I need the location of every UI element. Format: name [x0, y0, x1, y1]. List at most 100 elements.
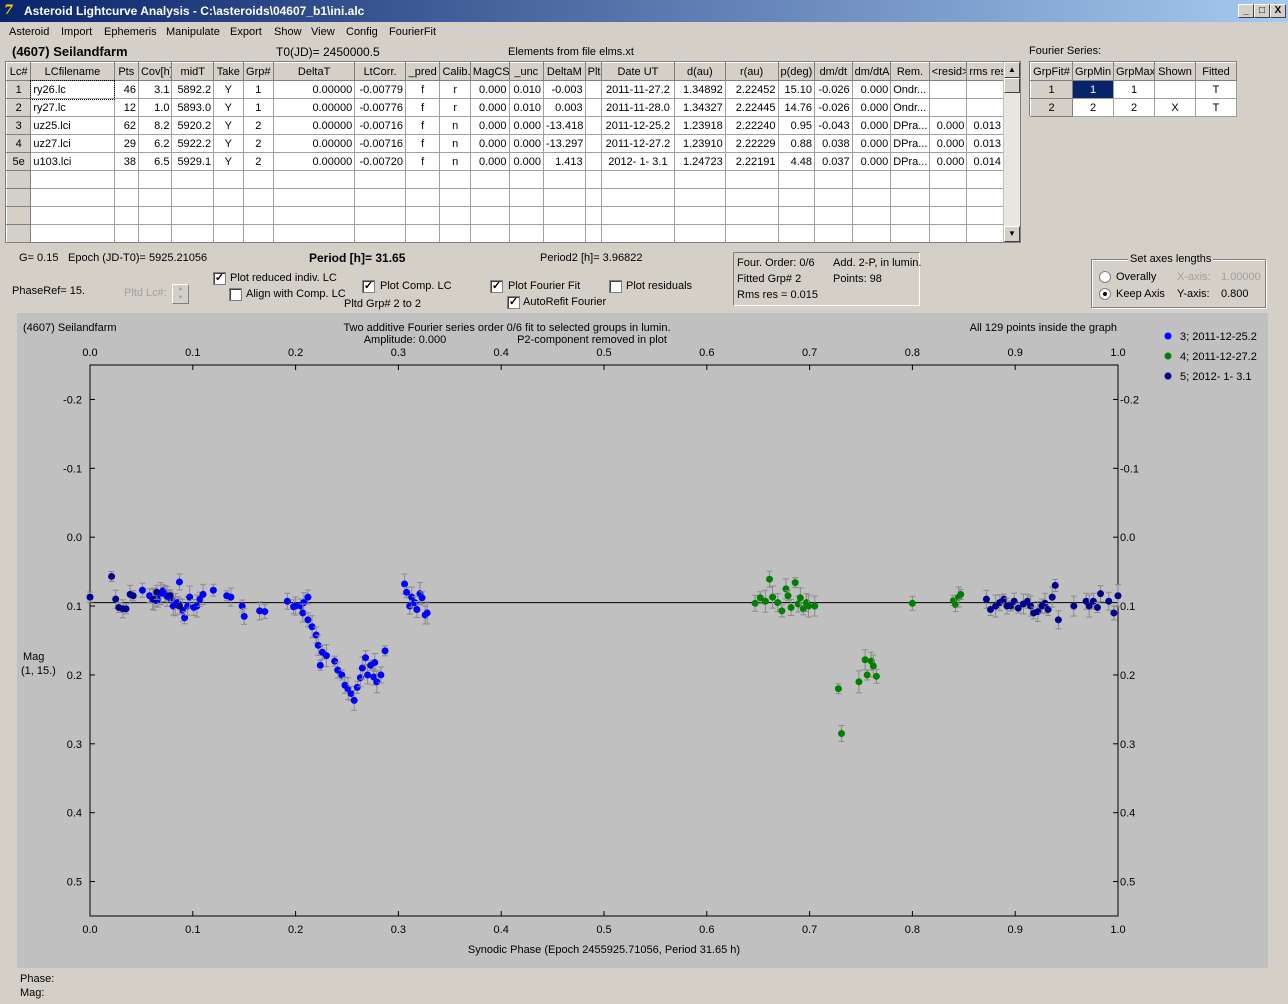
column-header[interactable]: <resid> — [928, 62, 968, 81]
table-cell[interactable]: T — [1195, 80, 1237, 99]
scroll-thumb[interactable] — [1004, 78, 1020, 93]
scroll-up-icon[interactable]: ▲ — [1004, 62, 1020, 78]
table-cell[interactable]: 5920.2 — [171, 116, 215, 135]
table-cell[interactable]: Y — [213, 98, 244, 117]
menu-export[interactable]: Export — [230, 26, 262, 38]
column-header[interactable]: LCfilename — [30, 62, 115, 81]
table-cell[interactable]: 0.038 — [814, 134, 853, 153]
table-cell[interactable] — [928, 188, 968, 207]
table-cell[interactable]: 1.413 — [543, 152, 586, 171]
column-header[interactable]: Lc# — [6, 62, 32, 81]
table-cell[interactable]: uz27.lci — [30, 134, 115, 153]
lightcurve-chart[interactable]: 0.0 0.0 0.1 0.1 0.2 0.2 0.3 0.3 0.4 0.4 0.5 0.5 0.6 0… — [17, 313, 1268, 968]
table-cell[interactable] — [137, 188, 173, 207]
table-cell[interactable] — [966, 98, 1004, 117]
column-header[interactable]: LtCorr. — [354, 62, 406, 81]
table-cell[interactable] — [928, 170, 968, 189]
menu-show[interactable]: Show — [274, 26, 302, 38]
table-cell[interactable]: 5893.0 — [171, 98, 215, 117]
yaxis-value[interactable]: 0.800 — [1221, 288, 1249, 300]
table-cell[interactable]: 1.23910 — [673, 134, 726, 153]
table-cell[interactable]: 15.10 — [777, 80, 816, 99]
table-cell[interactable]: 1.23918 — [673, 116, 726, 135]
pltd-lc-spinner[interactable]: ▲ ▼ — [172, 284, 189, 304]
table-cell[interactable] — [673, 206, 726, 225]
column-header[interactable]: Grp# — [242, 62, 274, 81]
row-header[interactable] — [6, 188, 32, 207]
table-cell[interactable] — [966, 224, 1004, 242]
table-cell[interactable] — [928, 98, 968, 117]
table-cell[interactable]: ry26.lc — [29, 79, 116, 100]
table-cell[interactable] — [851, 188, 892, 207]
table-cell[interactable]: T — [1195, 98, 1237, 117]
table-cell[interactable] — [584, 206, 602, 225]
plot-fourier-checkbox[interactable]: ✓ — [490, 280, 503, 293]
column-header[interactable]: GrpFit# — [1030, 62, 1073, 81]
table-row[interactable] — [6, 224, 1004, 242]
align-comp-checkbox[interactable] — [229, 288, 242, 301]
table-cell[interactable]: 2012- 1- 3.1 — [600, 152, 675, 171]
table-cell[interactable] — [890, 206, 930, 225]
row-header[interactable]: 2 — [1030, 98, 1073, 117]
column-header[interactable]: midT — [171, 62, 215, 81]
table-cell[interactable]: 0.013 — [966, 134, 1004, 153]
column-header[interactable]: Plt — [584, 62, 602, 81]
table-cell[interactable]: 0.95 — [777, 116, 816, 135]
table-cell[interactable]: -0.00776 — [354, 98, 406, 117]
table-cell[interactable]: 14.76 — [777, 98, 816, 117]
table-cell[interactable]: 62 — [113, 116, 139, 135]
table-cell[interactable] — [439, 188, 471, 207]
table-cell[interactable] — [508, 206, 545, 225]
column-header[interactable]: Cov[h] — [137, 62, 173, 81]
table-row[interactable] — [6, 188, 1004, 207]
table-cell[interactable]: Ondr... — [890, 80, 930, 99]
table-cell[interactable]: 0.000 — [508, 116, 545, 135]
table-cell[interactable] — [404, 188, 441, 207]
table-cell[interactable]: 2 — [1072, 98, 1114, 117]
table-cell[interactable] — [851, 170, 892, 189]
table-cell[interactable] — [113, 170, 139, 189]
table-cell[interactable]: 0.00000 — [272, 152, 356, 171]
row-header[interactable] — [6, 206, 32, 225]
table-cell[interactable] — [724, 170, 779, 189]
table-cell[interactable] — [171, 206, 215, 225]
column-header[interactable]: GrpMax — [1113, 62, 1155, 81]
table-cell[interactable]: 0.000 — [508, 152, 545, 171]
table-cell[interactable]: 0.037 — [814, 152, 853, 171]
table-cell[interactable]: f — [404, 116, 441, 135]
table-cell[interactable]: 0.000 — [928, 152, 968, 171]
table-cell[interactable]: -0.003 — [543, 80, 586, 99]
table-cell[interactable] — [890, 188, 930, 207]
table-cell[interactable] — [1154, 80, 1196, 99]
keep-axis-radio[interactable] — [1099, 288, 1111, 300]
table-cell[interactable] — [469, 188, 510, 207]
table-cell[interactable]: 0.010 — [508, 98, 545, 117]
table-cell[interactable]: 0.000 — [469, 134, 510, 153]
table-cell[interactable]: n — [439, 116, 471, 135]
table-cell[interactable] — [213, 224, 244, 242]
table-cell[interactable]: -0.026 — [814, 80, 853, 99]
table-cell[interactable]: 12 — [113, 98, 139, 117]
table-cell[interactable] — [113, 224, 139, 242]
menu-fourierfit[interactable]: FourierFit — [389, 26, 437, 38]
table-cell[interactable] — [354, 224, 406, 242]
table-cell[interactable] — [508, 170, 545, 189]
table-cell[interactable] — [171, 188, 215, 207]
table-cell[interactable] — [724, 224, 779, 242]
table-cell[interactable]: DPra... — [890, 134, 930, 153]
table-cell[interactable] — [113, 188, 139, 207]
table-cell[interactable] — [543, 188, 586, 207]
row-header[interactable]: 1 — [1030, 80, 1073, 99]
table-row[interactable] — [6, 206, 1004, 225]
table-cell[interactable] — [584, 116, 602, 135]
column-header[interactable]: Pts — [113, 62, 139, 81]
column-header[interactable]: dm/dtA — [851, 62, 892, 81]
table-cell[interactable] — [584, 188, 602, 207]
table-cell[interactable] — [584, 224, 602, 242]
table-cell[interactable] — [30, 170, 115, 189]
menu-view[interactable]: View — [311, 26, 335, 38]
table-cell[interactable] — [890, 224, 930, 242]
table-cell[interactable]: Y — [213, 152, 244, 171]
menu-import[interactable]: Import — [61, 26, 93, 38]
menu-ephemeris[interactable]: Ephemeris — [104, 26, 157, 38]
